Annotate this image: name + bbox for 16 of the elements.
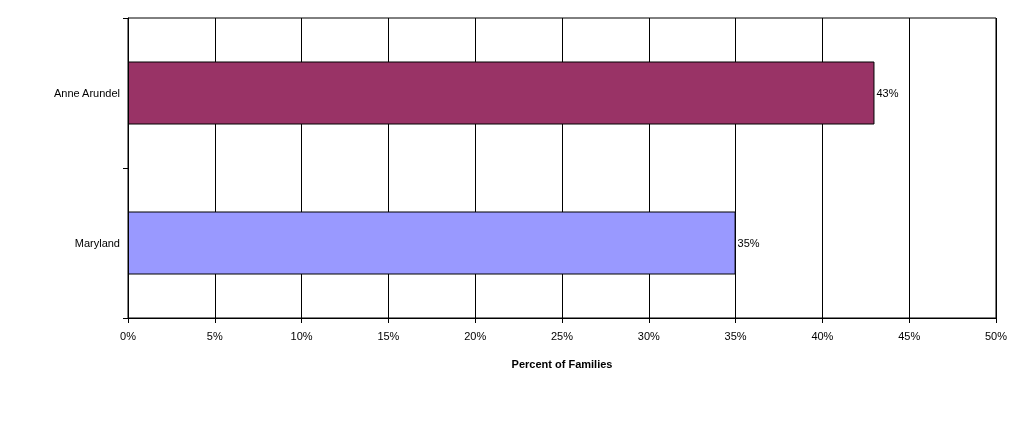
x-tick-label: 0% xyxy=(120,329,137,342)
x-tick-label: 45% xyxy=(898,329,921,342)
x-tick-label: 20% xyxy=(464,329,487,342)
x-tick-label: 25% xyxy=(550,329,574,342)
data-label: 43% xyxy=(876,87,899,99)
x-tick-label: 30% xyxy=(637,329,661,342)
x-axis-title: Percent of Families xyxy=(511,357,613,370)
x-tick-label: 50% xyxy=(984,329,1008,342)
x-tick-label: 5% xyxy=(206,329,223,342)
x-tick-label: 10% xyxy=(290,329,313,342)
x-tick-label: 35% xyxy=(724,329,747,342)
y-tick-label: Maryland xyxy=(74,237,120,249)
y-tick-label: Anne Arundel xyxy=(53,87,120,99)
data-label: 35% xyxy=(737,237,760,249)
x-tick-label: 40% xyxy=(811,329,834,342)
x-tick-label: 15% xyxy=(377,329,400,342)
